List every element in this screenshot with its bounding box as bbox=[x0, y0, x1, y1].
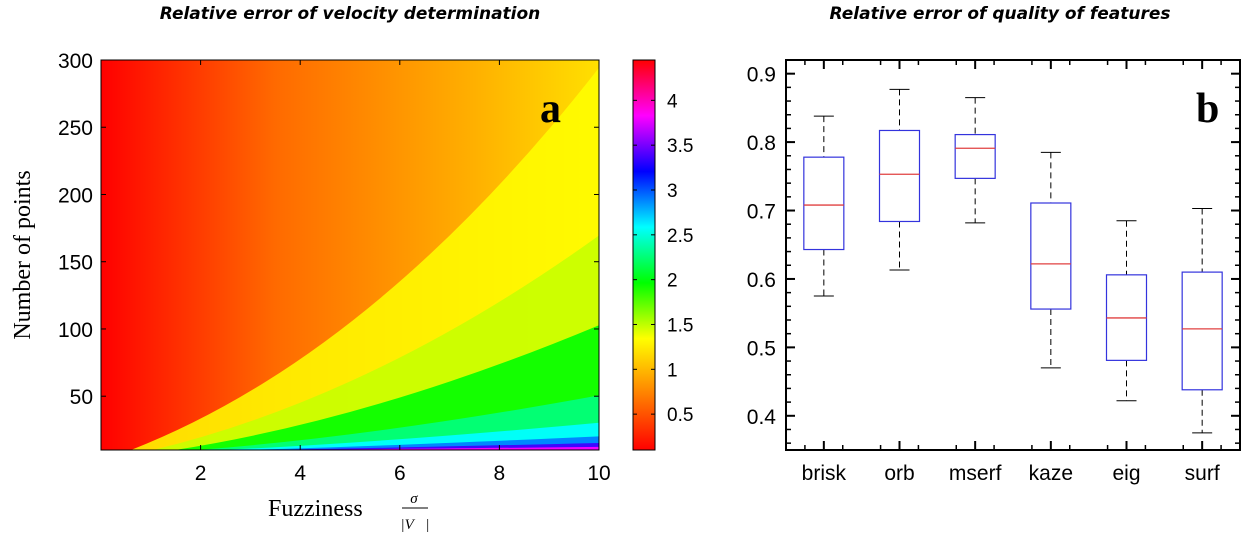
panel-label-a: a bbox=[540, 86, 561, 132]
box-brisk bbox=[803, 115, 845, 297]
colorbar-tick-label: 2 bbox=[667, 271, 678, 292]
y-tick-label-a: 250 bbox=[58, 117, 93, 140]
y-tick-label-b: 0.5 bbox=[747, 337, 776, 360]
y-tick-label-a: 50 bbox=[70, 386, 93, 409]
x-tick-label-b: mserf bbox=[949, 462, 1002, 485]
colorbar-tick-label: 0.5 bbox=[667, 405, 693, 426]
y-tick-label-a: 150 bbox=[58, 252, 93, 275]
x-tick-label-b: kaze bbox=[1029, 462, 1073, 485]
colorbar-tick-label: 3 bbox=[667, 181, 678, 202]
colorbar-tick-label: 2.5 bbox=[667, 226, 693, 247]
x-axis-formula-denominator: |V⃗| bbox=[400, 517, 429, 533]
box-rect bbox=[878, 129, 921, 223]
y-tick-label-b: 0.7 bbox=[747, 201, 776, 224]
heatmap-band bbox=[285, 446, 599, 450]
colorbar bbox=[632, 59, 656, 451]
box-rect bbox=[1181, 271, 1223, 391]
y-tick-label-a: 200 bbox=[58, 184, 93, 207]
x-tick-label-b: brisk bbox=[802, 462, 847, 485]
x-axis-label-a: Fuzziness bbox=[268, 496, 363, 522]
y-tick-label-b: 0.6 bbox=[747, 269, 776, 292]
heatmap-frame bbox=[100, 59, 600, 451]
colorbar-tick-label: 3.5 bbox=[667, 136, 693, 157]
x-axis-formula-numerator: σ bbox=[410, 491, 418, 507]
box-rect bbox=[954, 133, 996, 179]
colorbar-tick-label: 1.5 bbox=[667, 315, 693, 336]
boxplot-frame bbox=[785, 59, 1241, 451]
panel-label-b: b bbox=[1196, 86, 1219, 132]
box-eig bbox=[1105, 220, 1148, 402]
x-tick-label-a: 8 bbox=[494, 462, 506, 485]
y-tick-label-b: 0.9 bbox=[747, 64, 776, 87]
colorbar-tick-label: 4 bbox=[667, 91, 678, 112]
box-rect bbox=[803, 156, 845, 251]
boxplot-chart: 0.4 0.5 0.6 0.7 0.8 0.9 brisk orb mserf kaze eig su… bbox=[747, 59, 1241, 485]
y-tick-label-a: 300 bbox=[58, 50, 93, 73]
box-surf bbox=[1181, 207, 1223, 434]
x-tick-label-a: 6 bbox=[394, 462, 406, 485]
x-tick-label-a: 4 bbox=[294, 462, 306, 485]
x-tick-label-b: surf bbox=[1185, 462, 1220, 485]
x-tick-label-a: 10 bbox=[587, 462, 610, 485]
x-tick-label-a: 2 bbox=[195, 462, 207, 485]
chart-b-title: Relative error of quality of features bbox=[829, 4, 1171, 24]
box-kaze bbox=[1030, 151, 1072, 369]
x-tick-label-b: eig bbox=[1112, 462, 1140, 485]
y-tick-label-b: 0.4 bbox=[747, 406, 777, 429]
y-axis-label-a: Number of points bbox=[10, 170, 36, 339]
y-tick-label-b: 0.8 bbox=[747, 132, 776, 155]
heatmap-chart: 2 4 6 8 10 50 100 150 200 250 300 a Fuzziness σ |V… bbox=[10, 50, 693, 533]
box-mserf bbox=[954, 97, 996, 224]
y-tick-label-a: 100 bbox=[58, 319, 93, 342]
x-tick-label-b: orb bbox=[884, 462, 914, 485]
box-rect bbox=[1030, 202, 1072, 310]
chart-a-title: Relative error of velocity determination bbox=[159, 4, 541, 24]
box-orb bbox=[878, 88, 921, 271]
colorbar-tick-label: 1 bbox=[667, 360, 678, 381]
